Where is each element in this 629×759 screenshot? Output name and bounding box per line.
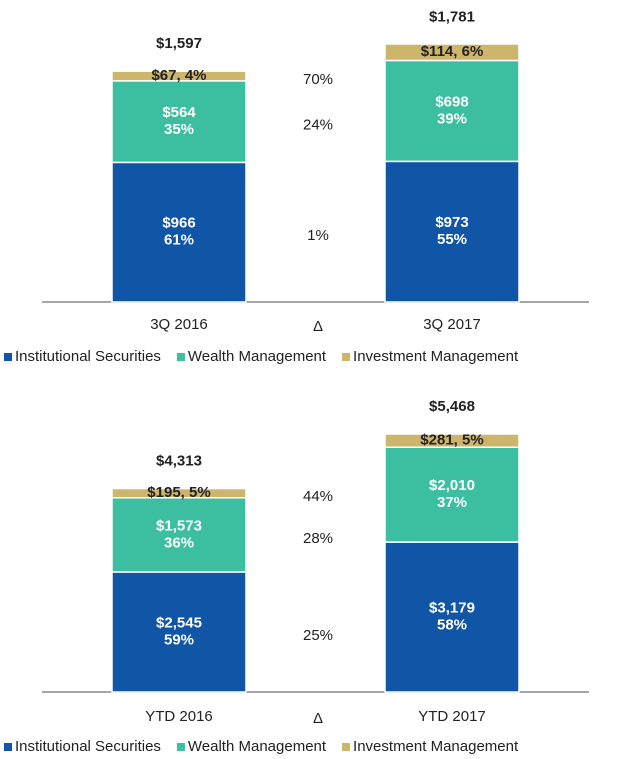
legend-swatch [176,743,185,751]
legend-label: Institutional Securities [15,348,161,365]
legend-label: Wealth Management [188,738,327,755]
legend-label: Investment Management [353,348,519,365]
x-tick-label: YTD 2017 [418,708,486,725]
bar-segment [111,487,247,499]
total-label: $5,468 [429,398,475,415]
legend-swatch [342,353,351,361]
bar-segment [111,571,247,693]
value-label: $973 55% [435,214,468,248]
legend-label: Institutional Securities [15,738,161,755]
legend-swatch [176,353,185,361]
legend-swatch [342,743,351,751]
value-label: $3,179 58% [429,599,475,633]
bar-segment [111,80,247,164]
value-label: $67, 4% [151,67,206,84]
x-tick-label: YTD 2016 [145,708,213,725]
delta-label: 44% [303,488,333,505]
delta-label: 24% [303,117,333,134]
delta-label: 70% [303,71,333,88]
value-label: $966 61% [162,215,195,249]
value-label: $2,545 59% [156,614,202,648]
legend-swatch [4,353,12,361]
legend-swatch [4,743,12,751]
x-tick-label: 3Q 2016 [150,316,208,333]
delta-label: 1% [307,227,329,244]
bar-segment [384,433,520,449]
bar-segment [384,59,520,163]
total-label: $1,781 [429,9,475,26]
bar-segment [384,43,520,62]
delta-header: Δ [313,710,323,727]
total-label: $1,597 [156,35,202,52]
delta-header: Δ [313,318,323,335]
value-label: $1,573 36% [156,517,202,551]
value-label: $114, 6% [421,43,484,60]
x-tick-label: 3Q 2017 [423,316,481,333]
value-label: $564 35% [162,104,196,138]
value-label: $698 39% [435,93,468,127]
bar-segment [384,446,520,543]
value-label: $281, 5% [420,432,483,449]
bar-segment [111,161,247,303]
bar-segment [384,160,520,303]
bar-segment [111,70,247,82]
delta-label: 28% [303,530,333,547]
delta-label: 25% [303,627,333,644]
value-label: $195, 5% [147,484,210,501]
total-label: $4,313 [156,453,202,470]
legend-label: Wealth Management [188,348,327,365]
value-label: $2,010 37% [429,477,475,511]
legend-label: Investment Management [353,738,519,755]
bar-segment [111,497,247,573]
